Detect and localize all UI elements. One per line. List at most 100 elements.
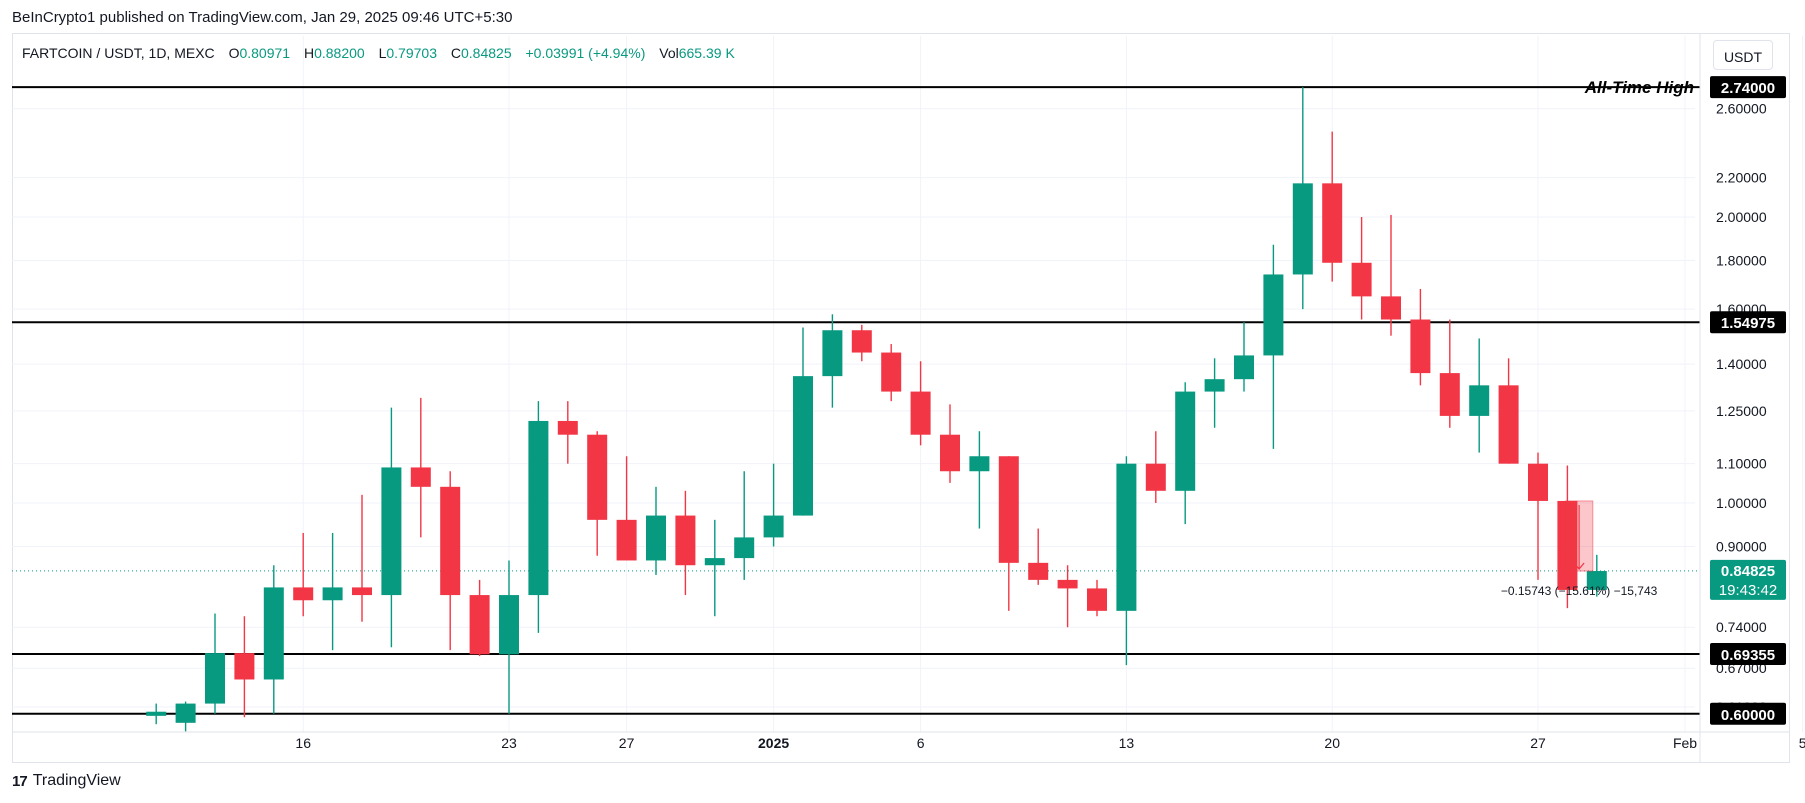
- axis-labels-layer: 2.600002.200002.000001.800001.600001.400…: [295, 76, 1805, 751]
- currency-button[interactable]: USDT: [1713, 40, 1773, 70]
- candle-body: [763, 515, 784, 538]
- legend-open-value: 0.80971: [239, 45, 291, 61]
- candle-body: [528, 420, 549, 596]
- candle-body: [263, 587, 284, 680]
- y-tick-label: 0.90000: [1716, 538, 1767, 554]
- candle-down: [910, 361, 931, 446]
- candle-up: [1116, 456, 1137, 666]
- level-price-box: [1710, 76, 1786, 99]
- legend-low-value: 0.79703: [386, 45, 437, 61]
- candle-up: [146, 703, 167, 725]
- level-price-box: [1710, 642, 1786, 665]
- candle-down: [440, 471, 461, 651]
- candle-down: [675, 490, 696, 596]
- candle-body: [1292, 183, 1313, 275]
- x-tick-label: 6: [917, 735, 925, 751]
- candle-body: [234, 653, 255, 680]
- candle-body: [322, 587, 343, 601]
- level-price-text: 2.74000: [1721, 80, 1775, 97]
- tradingview-footer[interactable]: 17 TradingView: [12, 772, 121, 790]
- legend-close-value: 0.84825: [461, 45, 512, 61]
- measure-arrow-head-icon: [1573, 562, 1585, 570]
- x-tick-label: Feb: [1673, 735, 1697, 751]
- candle-up: [793, 327, 813, 516]
- level-price-box: [1710, 702, 1786, 725]
- candle-body: [675, 515, 696, 566]
- candle-up: [528, 401, 549, 633]
- y-tick-label: 1.40000: [1716, 356, 1767, 372]
- candle-body: [1410, 319, 1431, 374]
- y-tick-label: 2.20000: [1716, 170, 1767, 186]
- candle-body: [1322, 183, 1343, 263]
- candle-body: [969, 456, 990, 472]
- candle-down: [1145, 431, 1166, 503]
- candle-body: [704, 558, 725, 566]
- candle-body: [1116, 463, 1137, 611]
- current-price-box: [1710, 559, 1786, 600]
- x-tick-label: 5: [1799, 735, 1805, 751]
- measure-tool-layer: −0.15743 (−15.61%) −15,743: [1501, 500, 1658, 598]
- candle-up: [263, 565, 284, 714]
- candle-body: [557, 420, 578, 435]
- legend-low-label: L: [378, 45, 387, 61]
- candle-down: [1498, 358, 1519, 464]
- candle-up: [1469, 338, 1490, 453]
- legend-volume-value: 665.39 K: [678, 45, 735, 61]
- candle-down: [1087, 579, 1107, 617]
- candle-down: [352, 494, 372, 622]
- candle-up: [704, 519, 725, 617]
- candle-up: [822, 314, 843, 408]
- candle-body: [146, 711, 167, 716]
- candle-down: [1528, 452, 1548, 580]
- legend-symbol[interactable]: FARTCOIN / USDT, 1D, MEXC: [22, 45, 215, 61]
- x-tick-label: 27: [619, 735, 635, 751]
- current-price-label: 0.84825 19:43:42: [1710, 559, 1786, 600]
- level-price-box: [1710, 311, 1786, 334]
- candle-down: [881, 344, 902, 402]
- candle-up: [1292, 87, 1313, 310]
- candle-down: [1557, 465, 1578, 609]
- candle-body: [205, 653, 225, 704]
- candle-body: [469, 595, 490, 655]
- candle-body: [175, 703, 196, 723]
- x-tick-label: 2025: [758, 735, 789, 751]
- legend-close-label: C: [450, 45, 461, 61]
- tradingview-logo-icon: 17: [12, 772, 28, 790]
- candle-body: [1028, 562, 1049, 580]
- candle-body: [381, 467, 402, 596]
- candle-body: [1057, 579, 1078, 589]
- candle-up: [499, 560, 519, 714]
- candle-down: [410, 397, 431, 538]
- candle-up: [1175, 382, 1196, 525]
- candle-down: [998, 456, 1019, 611]
- candle-body: [822, 330, 843, 377]
- level-price-label: 0.60000: [1710, 702, 1786, 725]
- candle-up: [1204, 358, 1225, 428]
- x-tick-label: 13: [1119, 735, 1135, 751]
- candle-up: [763, 463, 784, 547]
- x-tick-label: 20: [1324, 735, 1340, 751]
- candle-body: [851, 330, 872, 353]
- candle-down: [1381, 214, 1401, 336]
- candle-body: [734, 537, 755, 559]
- level-price-label: 2.74000: [1710, 76, 1786, 99]
- y-tick-label: 1.00000: [1716, 495, 1767, 511]
- candle-up: [381, 407, 402, 648]
- grid-layer: [12, 36, 1804, 732]
- candle-body: [1557, 500, 1578, 590]
- level-price-text: 0.60000: [1721, 707, 1775, 724]
- candle-down: [293, 532, 314, 617]
- candle-body: [1381, 296, 1401, 320]
- countdown-text: 19:43:42: [1719, 582, 1777, 599]
- candle-up: [1586, 554, 1607, 597]
- chart-frame: [12, 33, 1790, 763]
- x-tick-label: 16: [295, 735, 311, 751]
- candle-body: [499, 595, 519, 655]
- measure-label: −0.15743 (−15.61%) −15,743: [1501, 584, 1658, 598]
- legend-high-value: 0.88200: [314, 45, 365, 61]
- level-price-label: 1.54975: [1710, 311, 1786, 334]
- axis-layer: [12, 34, 1790, 762]
- candle-down: [234, 616, 255, 718]
- all-time-high-annotation: All-Time High: [1584, 78, 1694, 97]
